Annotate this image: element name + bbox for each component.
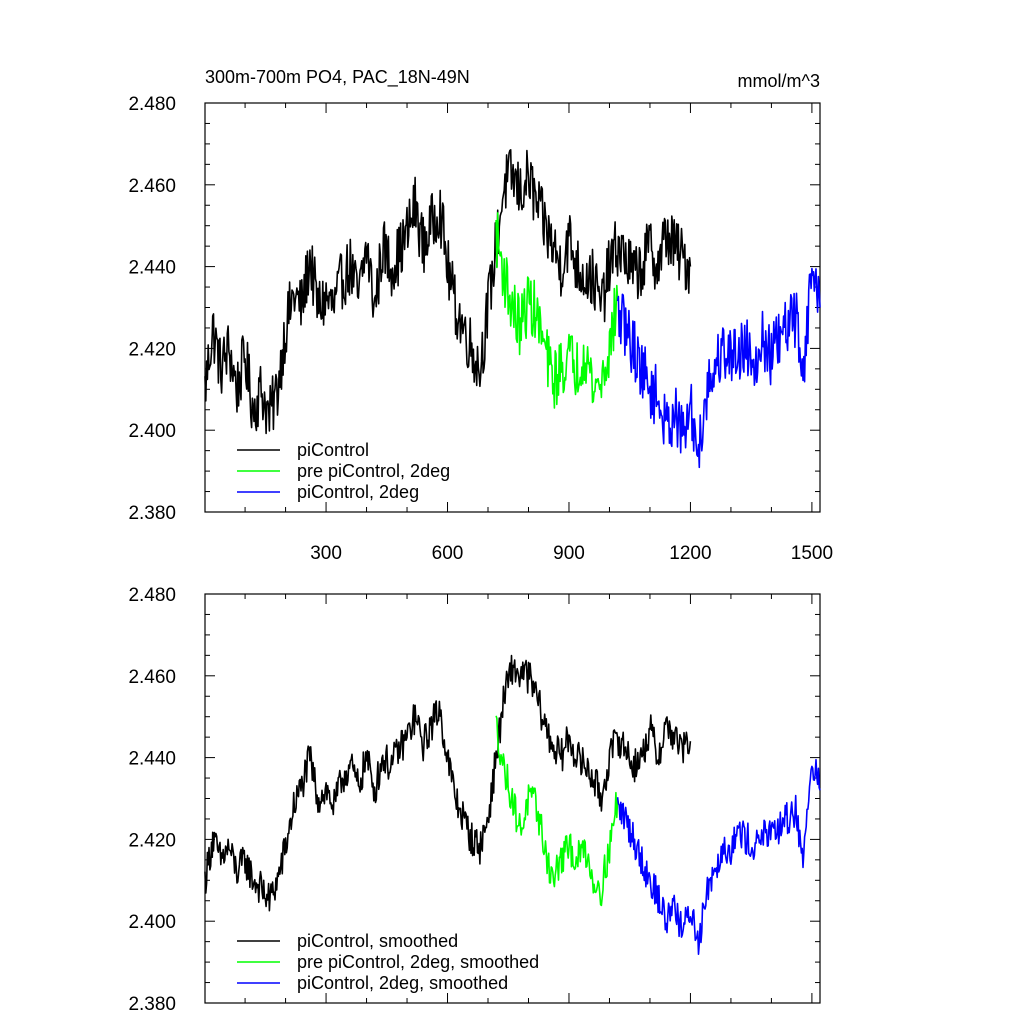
y-tick-label: 2.480	[128, 94, 176, 115]
series-line	[495, 715, 619, 907]
legend-label: pre piControl, 2deg, smoothed	[297, 952, 539, 972]
legend-label: piControl, smoothed	[297, 931, 458, 951]
y-tick-label: 2.440	[128, 749, 176, 770]
y-tick-labels: 2.380 2.400 2.420 2.440 2.460 2.480	[128, 585, 176, 1015]
y-tick-label: 2.400	[128, 421, 176, 442]
legend-label: piControl, 2deg, smoothed	[297, 973, 508, 993]
y-tick-label: 2.480	[128, 585, 176, 606]
series-line	[204, 149, 692, 435]
x-tick-label: 600	[432, 543, 464, 564]
series-lines	[204, 149, 821, 469]
x-tick-label: 1500	[791, 543, 833, 564]
x-tick-label: 900	[553, 543, 585, 564]
series-line	[204, 654, 692, 912]
x-tick-labels: 300 600 900 1200 1500	[310, 543, 833, 564]
chart-title: 300m-700m PO4, PAC_18N-49N	[205, 67, 470, 88]
axis-ticks	[205, 102, 820, 513]
y-tick-labels: 2.380 2.400 2.420 2.440 2.460 2.480	[128, 94, 176, 524]
y-tick-label: 2.420	[128, 830, 176, 851]
series-line	[616, 267, 821, 469]
y-tick-label: 2.380	[128, 503, 176, 524]
y-tick-label: 2.440	[128, 258, 176, 279]
y-tick-label: 2.400	[128, 912, 176, 933]
legend-label: pre piControl, 2deg	[297, 461, 450, 481]
legend-label: piControl, 2deg	[297, 482, 419, 502]
y-tick-label: 2.460	[128, 667, 176, 688]
series-lines	[204, 654, 821, 955]
y-tick-label: 2.420	[128, 339, 176, 360]
series-line	[616, 758, 821, 955]
top-panel: 300m-700m PO4, PAC_18N-49N mmol/m^3 2.38…	[128, 67, 833, 564]
y-tick-label: 2.380	[128, 994, 176, 1015]
units-label: mmol/m^3	[738, 71, 820, 91]
x-tick-label: 1200	[669, 543, 711, 564]
bottom-panel: 2.380 2.400 2.420 2.440 2.460 2.480 piControl…	[128, 585, 821, 1015]
y-tick-label: 2.460	[128, 176, 176, 197]
x-tick-label: 300	[310, 543, 342, 564]
legend-label: piControl	[297, 440, 369, 460]
series-line	[495, 212, 619, 409]
